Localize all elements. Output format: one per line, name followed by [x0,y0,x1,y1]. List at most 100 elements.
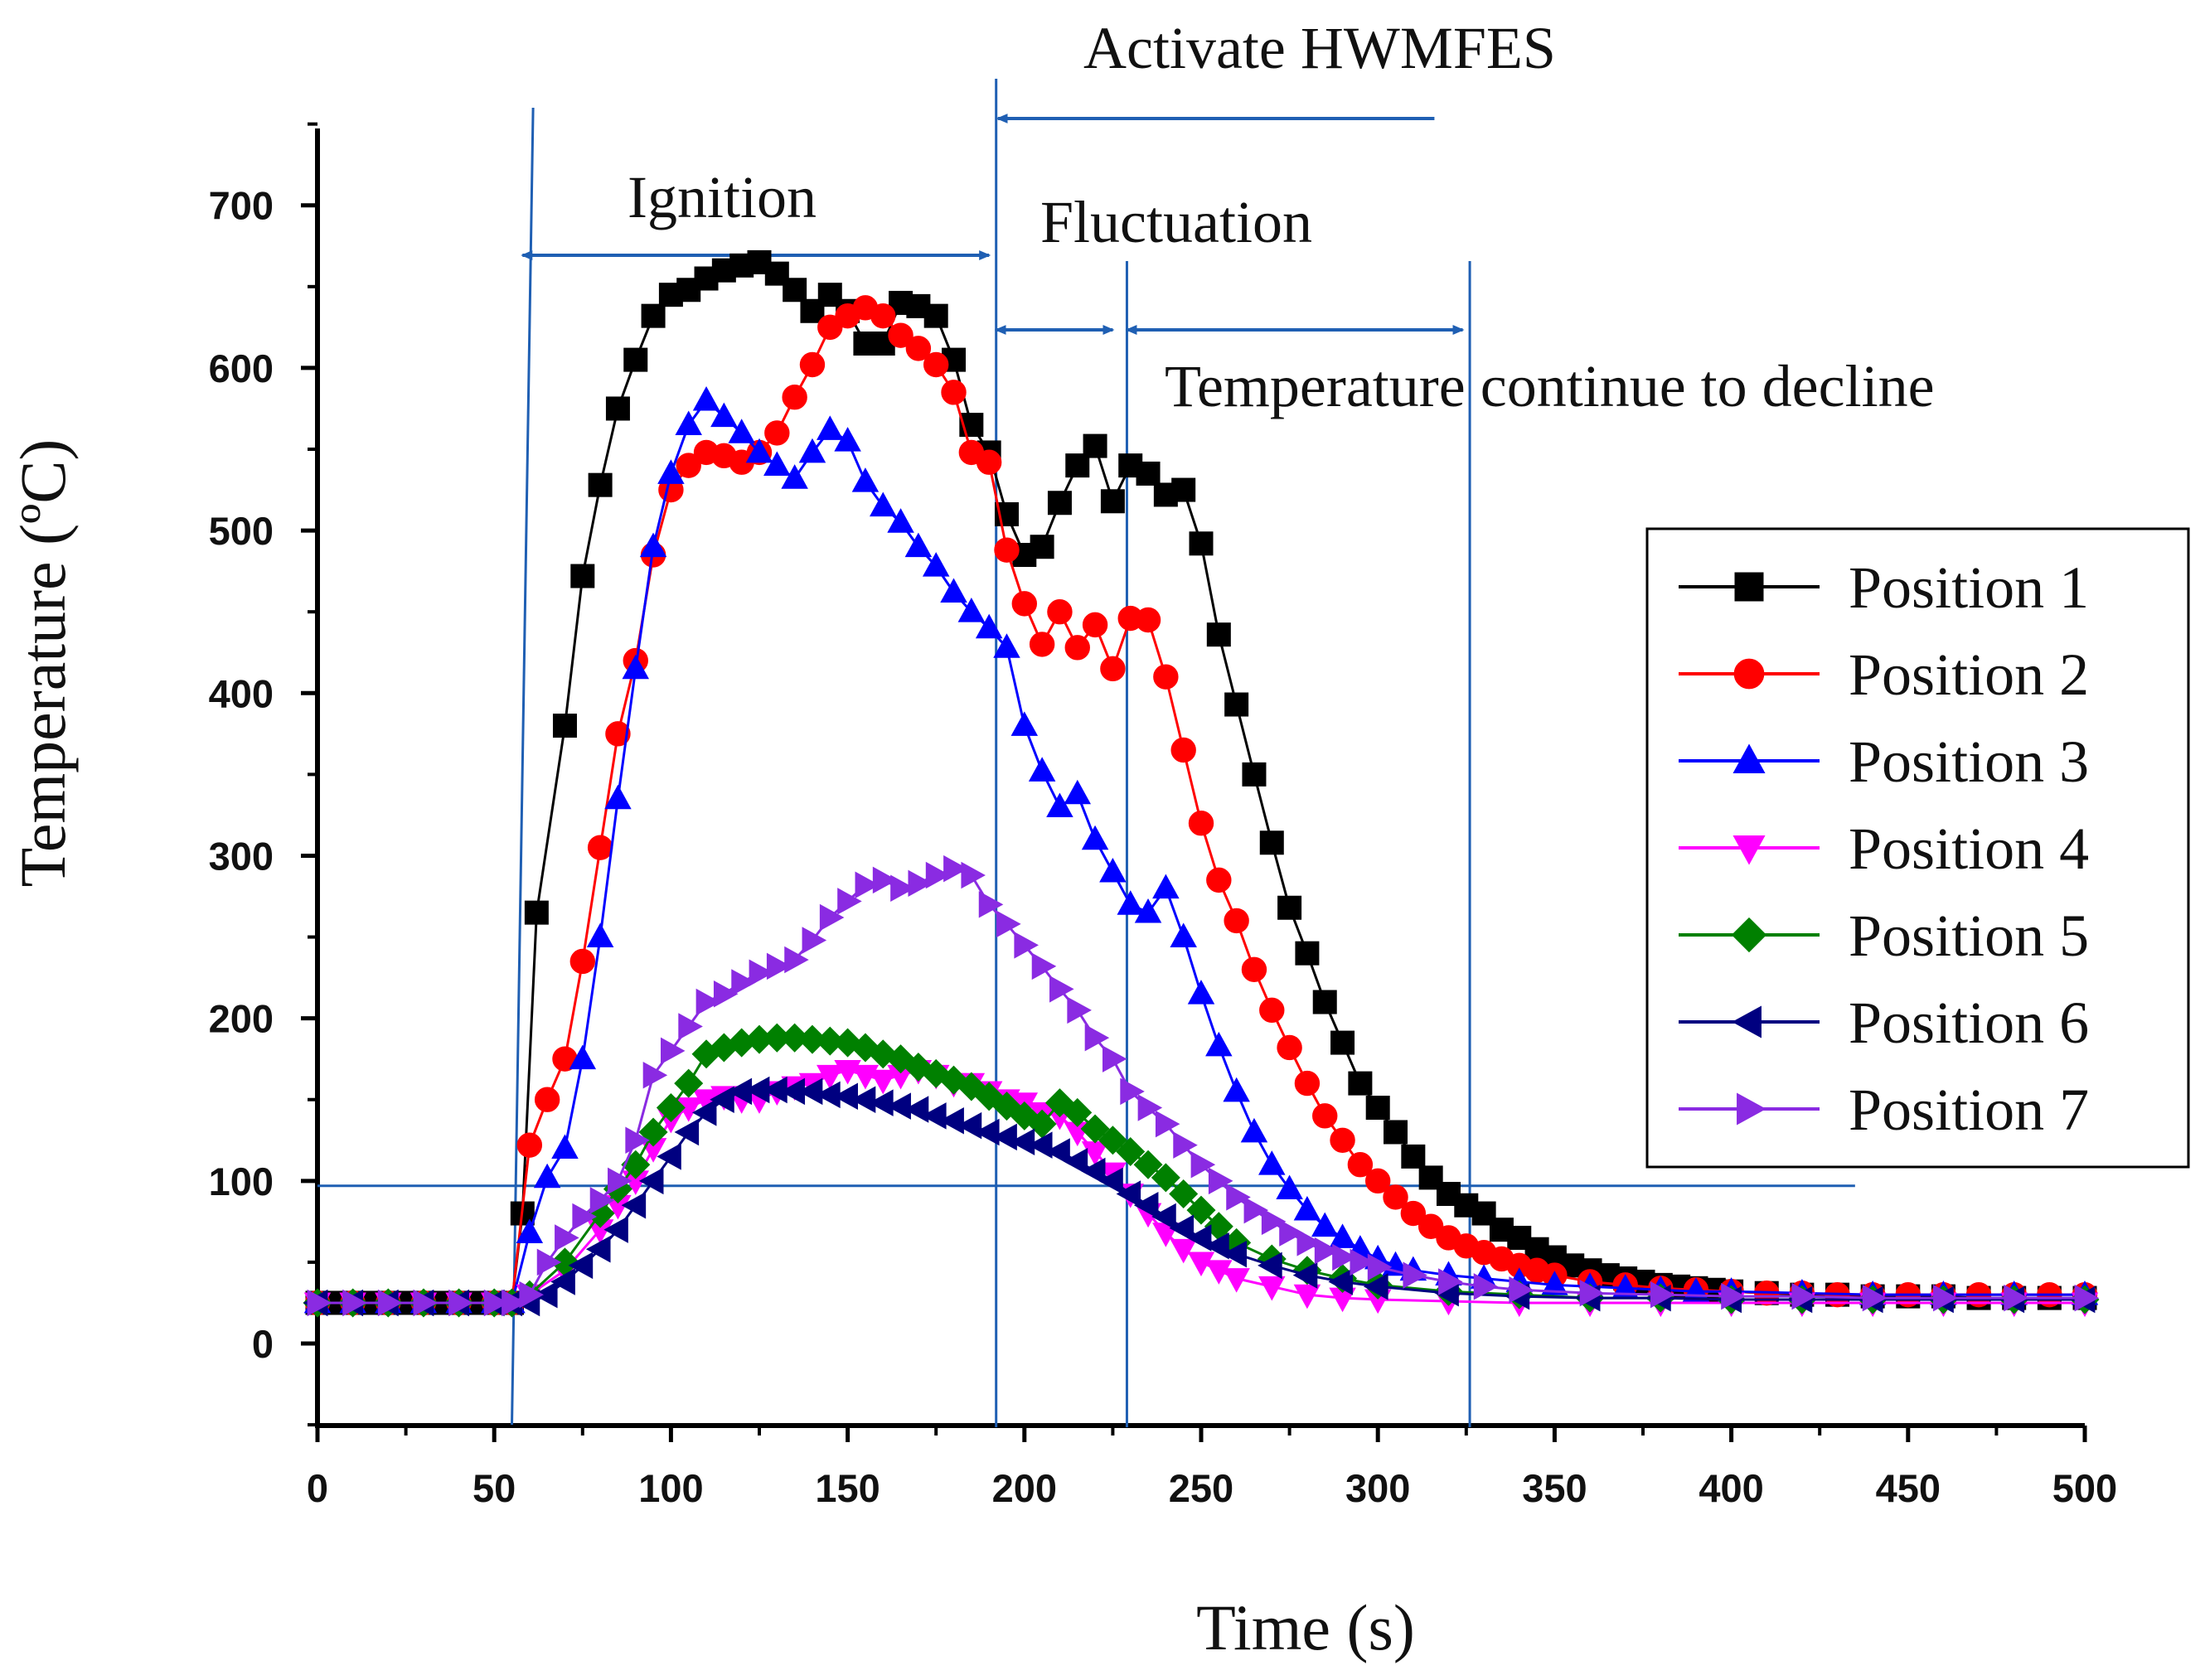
data-point [1328,1268,1353,1295]
data-point [551,1134,579,1159]
data-point [674,1118,700,1146]
data-point [888,322,914,348]
data-point [710,402,738,428]
data-point [815,1026,845,1056]
data-point [1084,1024,1110,1052]
data-point [922,552,950,577]
data-point [1135,607,1161,633]
data-point [1063,1097,1093,1127]
legend-marker [1732,1005,1762,1039]
data-point [1243,1196,1269,1224]
data-point [1296,1229,1322,1256]
data-point [625,1126,650,1155]
data-point [799,351,826,378]
data-point [1136,461,1161,486]
data-point [587,835,613,860]
data-point [728,419,755,443]
data-point [1259,997,1285,1024]
data-point [1187,980,1215,1005]
data-point [569,1044,597,1070]
data-point [1862,1284,1888,1312]
y-ticks: 0 100 200 300 400 500 600 700 [209,122,317,1427]
data-point [1258,1150,1286,1175]
data-point [533,1281,558,1309]
data-point [1067,996,1092,1024]
data-point [1223,1268,1250,1293]
data-point [569,948,595,975]
data-point [1029,632,1055,657]
data-point [731,969,756,996]
data-point [996,910,1021,938]
data-point [1155,1110,1180,1138]
data-point [1083,433,1107,458]
data-point [872,866,898,894]
x-axis-title: Time (s) [1196,1591,1415,1663]
x-tick-label: 250 [1169,1466,1233,1510]
data-point [1134,898,1162,923]
legend-marker [1737,1092,1766,1126]
x-tick-label: 0 [307,1466,328,1510]
data-point [555,1224,579,1252]
data-point [639,532,667,558]
data-point [1099,857,1127,883]
data-point [603,1216,628,1243]
data-point [922,1102,947,1130]
data-point [1047,598,1073,625]
data-point [1116,1180,1141,1208]
data-point [1173,1131,1198,1159]
data-point [608,1167,632,1195]
data-point [783,278,807,303]
data-point [782,385,807,410]
data-point [661,1037,686,1065]
y-axis-title: Temperature (ºC) [7,439,79,888]
data-point [377,1289,403,1317]
data-point [585,1235,611,1263]
data-point [905,336,932,361]
data-point [1169,1214,1195,1242]
data-point [817,1064,844,1090]
data-point [534,1087,560,1112]
data-point [1258,1252,1282,1280]
data-point [1579,1279,1605,1307]
data-point [1223,1077,1250,1102]
data-point [1045,1138,1070,1165]
data-point [1277,1034,1302,1061]
data-point [961,861,986,889]
data-point [1047,491,1072,516]
data-point [1169,1179,1199,1209]
data-point [1347,1152,1374,1178]
data-point [656,1093,686,1123]
data-point [1151,1203,1176,1231]
data-point [588,472,613,497]
data-point [1314,1237,1340,1265]
data-point [1279,1219,1304,1247]
data-point [1063,1148,1088,1175]
data-point [1133,1192,1159,1219]
data-point [657,459,685,484]
data-point [923,303,948,328]
legend-entry: Position 1 [1679,554,2089,621]
data-point [1224,692,1249,717]
legend-entry: Position 3 [1679,729,2089,795]
data-point [516,1218,544,1243]
data-point [745,438,773,463]
data-point [1189,531,1214,556]
x-tick-label: 200 [992,1466,1057,1510]
data-point [1403,1261,1427,1289]
data-point [1226,1184,1251,1211]
legend-marker [1732,743,1766,773]
data-point [1120,1077,1145,1106]
data-point [1100,489,1125,514]
data-point [622,654,650,680]
legend-label: Position 3 [1849,729,2089,795]
data-point [1418,1213,1444,1239]
data-point [1082,612,1108,638]
legend-entry: Position 7 [1679,1077,2089,1143]
data-point [674,1068,704,1098]
data-point [1348,1071,1373,1096]
data-point [925,861,951,889]
data-point [1401,1144,1426,1169]
data-point [1133,1150,1163,1179]
data-point [1064,779,1092,805]
data-point [1208,1167,1233,1195]
